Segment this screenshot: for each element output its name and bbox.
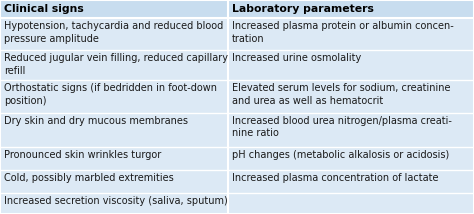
Text: Increased secretion viscosity (saliva, sputum): Increased secretion viscosity (saliva, s… bbox=[4, 196, 228, 206]
Text: Reduced jugular vein filling, reduced capillary
refill: Reduced jugular vein filling, reduced ca… bbox=[4, 53, 228, 76]
Text: Increased blood urea nitrogen/plasma creati-
nine ratio: Increased blood urea nitrogen/plasma cre… bbox=[232, 116, 452, 138]
Text: Hypotension, tachycardia and reduced blood
pressure amplitude: Hypotension, tachycardia and reduced blo… bbox=[4, 21, 223, 44]
Text: Pronounced skin wrinkles turgor: Pronounced skin wrinkles turgor bbox=[4, 150, 161, 160]
Text: Clinical signs: Clinical signs bbox=[4, 4, 84, 14]
Text: Increased plasma protein or albumin concen-
tration: Increased plasma protein or albumin conc… bbox=[232, 21, 454, 44]
Text: Laboratory parameters: Laboratory parameters bbox=[232, 4, 374, 14]
Text: Increased plasma concentration of lactate: Increased plasma concentration of lactat… bbox=[232, 173, 438, 183]
Text: Increased urine osmolality: Increased urine osmolality bbox=[232, 53, 361, 63]
Text: pH changes (metabolic alkalosis or acidosis): pH changes (metabolic alkalosis or acido… bbox=[232, 150, 449, 160]
Text: Elevated serum levels for sodium, creatinine
and urea as well as hematocrit: Elevated serum levels for sodium, creati… bbox=[232, 83, 450, 106]
Text: Orthostatic signs (if bedridden in foot-down
position): Orthostatic signs (if bedridden in foot-… bbox=[4, 83, 217, 106]
Text: Cold, possibly marbled extremities: Cold, possibly marbled extremities bbox=[4, 173, 174, 183]
Bar bbox=[0, 0, 474, 18]
Text: Dry skin and dry mucous membranes: Dry skin and dry mucous membranes bbox=[4, 116, 188, 126]
